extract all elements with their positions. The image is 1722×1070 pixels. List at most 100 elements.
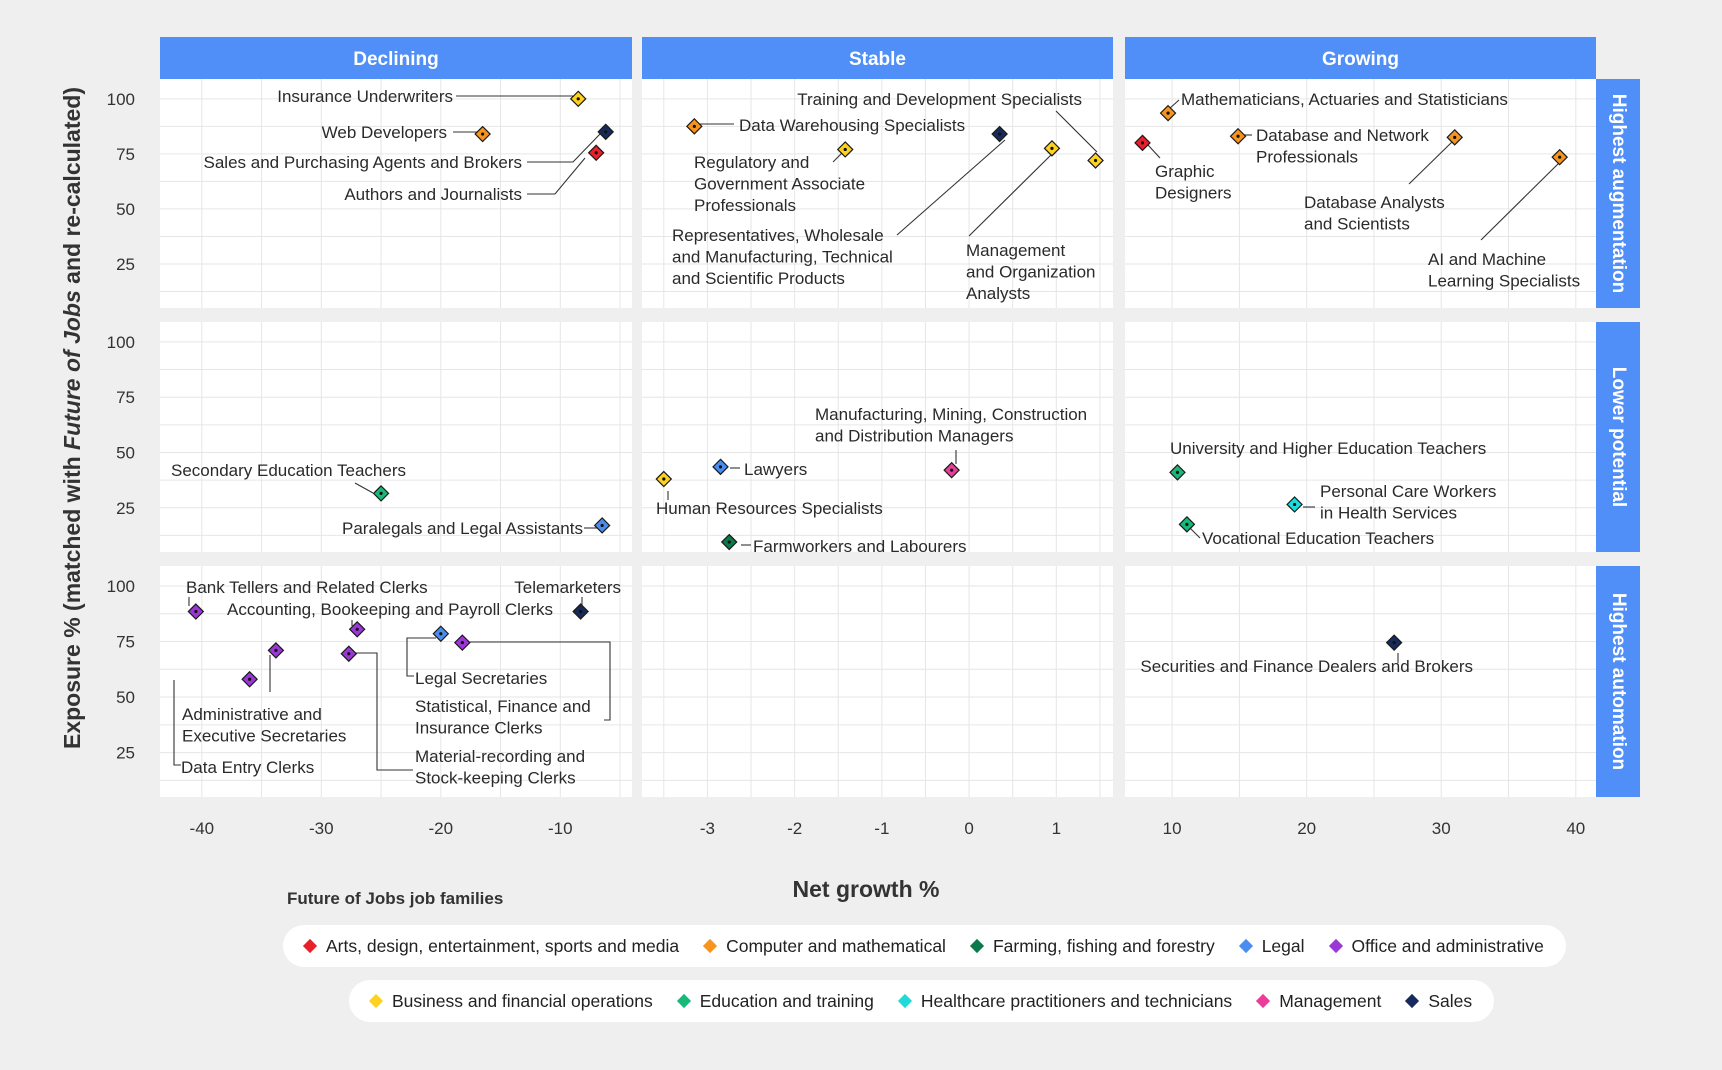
x-tick-label: -1 [874, 819, 889, 838]
point-data-warehousing-specialists: Data Warehousing Specialists [685, 116, 965, 135]
point-web-developers: Web Developers [322, 123, 491, 143]
legend-item-business-and-financial-operations: Business and financial operations [368, 991, 653, 1012]
point-label: Lawyers [744, 460, 807, 479]
point-sales-and-purchasing-agents-and-brokers: Sales and Purchasing Agents and Brokers [204, 123, 615, 172]
point-marker-dot [1392, 641, 1396, 645]
legend-label: Education and training [699, 990, 874, 1011]
column-header-stable [642, 37, 1113, 79]
point-representatives-wholesale-and-manufacturing-technical-and-scientific-products: Representatives, Wholesale and Manufactur… [672, 125, 1008, 288]
legend-swatch [897, 993, 912, 1009]
column-header-label-declining: Declining [353, 49, 439, 70]
label-leader-line [527, 157, 586, 195]
label-leader-line [1055, 110, 1098, 153]
y-tick-label: 50 [116, 200, 135, 219]
legend-swatch [676, 993, 691, 1009]
point-label: Legal Secretaries [415, 669, 547, 688]
panel-lower-potential-growing [1125, 322, 1596, 552]
point-marker-dot [274, 648, 278, 653]
legend-item-education-and-training: Education and training [676, 990, 874, 1012]
label-leader-line [1480, 160, 1562, 241]
point-marker-dot [692, 124, 696, 128]
point-marker-dot [347, 652, 351, 656]
point-marker-dot [950, 468, 954, 472]
x-axis-title: Net growth % [793, 876, 940, 902]
y-tick-label: 100 [107, 577, 135, 596]
point-administrative-and-executive-secretaries: Administrative and Executive Secretaries [182, 642, 346, 746]
panel-highest-augmentation-growing [1125, 79, 1596, 308]
column-header-growing [1125, 37, 1596, 79]
point-bank-tellers-and-related-clerks: Bank Tellers and Related Clerks [186, 578, 428, 620]
y-tick-label: 75 [116, 388, 135, 407]
point-marker-dot [1558, 155, 1562, 159]
y-tick-label: 100 [107, 90, 135, 109]
point-label: Representatives, Wholesale and Manufactur… [672, 226, 893, 288]
legend-swatch [1256, 993, 1271, 1009]
point-label: Material-recording and Stock-keeping Cler… [415, 747, 585, 788]
x-tick-label: 20 [1297, 819, 1316, 838]
y-tick-label: 50 [116, 443, 135, 462]
point-paralegals-and-legal-assistants: Paralegals and Legal Assistants [342, 517, 611, 538]
point-marker-dot [1140, 141, 1145, 145]
point-marker-dot [1050, 146, 1054, 150]
legend-item-farming-fishing-and-forestry: Farming, fishing and forestry [969, 936, 1215, 957]
label-leader-line [470, 641, 611, 721]
legend-row-1: Arts, design, entertainment, sports and … [283, 925, 1566, 967]
y-tick-label: 75 [116, 633, 135, 652]
point-marker-dot [604, 130, 608, 134]
point-farmworkers-and-labourers: Farmworkers and Labourers [720, 533, 967, 556]
point-label: Vocational Education Teachers [1202, 529, 1434, 548]
point-personal-care-workers-in-health-services: Personal Care Workers in Health Services [1286, 482, 1496, 523]
legend-label: Computer and mathematical [726, 935, 946, 956]
legend-item-legal: Legal [1238, 935, 1305, 957]
point-manufacturing-mining-construction-and-distribution-managers: Manufacturing, Mining, Construction and D… [815, 405, 1087, 479]
x-tick-label: -20 [429, 819, 454, 838]
point-marker-dot [1175, 470, 1180, 474]
point-marker-dot [718, 465, 723, 469]
point-marker-dot [1093, 158, 1098, 163]
legend-label: Legal [1261, 935, 1305, 956]
point-statistical-finance-and-insurance-clerks: Statistical, Finance and Insurance Clerks [415, 634, 611, 738]
legend-item-computer-and-mathematical: Computer and mathematical [703, 935, 946, 957]
panel-highest-augmentation-stable [642, 79, 1113, 308]
point-marker-dot [194, 609, 198, 614]
point-material-recording-and-stock-keeping-clerks: Material-recording and Stock-keeping Cler… [340, 645, 585, 788]
label-leader-line [527, 132, 602, 163]
label-leader-line [406, 637, 436, 677]
x-tick-label: -10 [548, 819, 573, 838]
point-label: Database Analysts and Scientists [1304, 193, 1445, 234]
panel-lower-potential-declining [160, 322, 632, 552]
legend-swatch [969, 938, 985, 954]
panel-highest-automation-declining [160, 566, 632, 797]
point-label: Authors and Journalists [344, 185, 522, 204]
point-label: AI and Machine Learning Specialists [1428, 250, 1580, 291]
point-label: Database and Network Professionals [1256, 126, 1429, 167]
point-marker-dot [1292, 502, 1297, 507]
point-label: Farmworkers and Labourers [753, 537, 967, 556]
point-marker-dot [248, 677, 252, 681]
label-leader-line [354, 482, 374, 494]
point-authors-and-journalists: Authors and Journalists [344, 144, 605, 204]
y-axis-title: Exposure % (matched with Future of Jobs … [59, 87, 85, 749]
point-label: Management and Organization Analysts [966, 241, 1095, 303]
point-label: Personal Care Workers in Health Services [1320, 482, 1496, 523]
point-marker-dot [460, 641, 464, 645]
point-label: Sales and Purchasing Agents and Brokers [204, 153, 522, 172]
point-insurance-underwriters: Insurance Underwriters [277, 87, 587, 108]
point-marker-dot [439, 632, 443, 636]
point-marker-dot [727, 540, 731, 544]
row-strip-highest-automation [1596, 566, 1640, 797]
point-marker-dot [843, 147, 847, 152]
label-leader-line [173, 680, 181, 766]
point-vocational-education-teachers: Vocational Education Teachers [1178, 516, 1434, 548]
point-accounting-bookeeping-and-payroll-clerks: Accounting, Bookeeping and Payroll Clerk… [227, 600, 553, 638]
legend-row-2: Business and financial operations Educati… [349, 980, 1495, 1022]
legend-item-healthcare-practitioners-and-technicians: Healthcare practitioners and technicians [897, 991, 1232, 1012]
y-tick-label: 25 [116, 255, 135, 274]
point-secondary-education-teachers: Secondary Education Teachers [171, 461, 406, 502]
point-marker-dot [481, 132, 485, 136]
y-tick-label: 75 [116, 145, 135, 164]
legend-label: Sales [1428, 990, 1473, 1011]
point-marker-dot [594, 151, 598, 155]
